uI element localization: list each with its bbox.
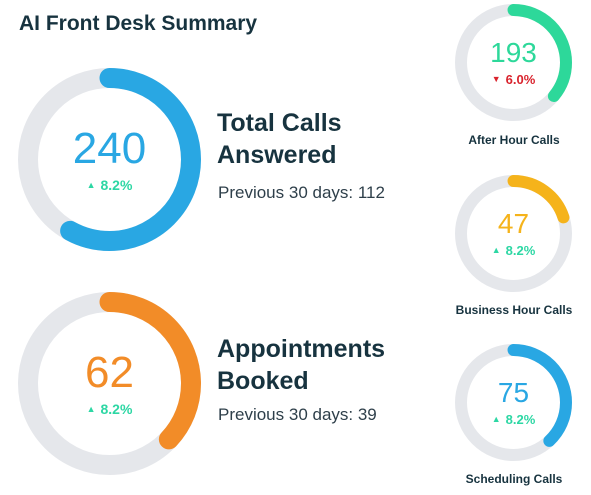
- ring-svg: [455, 344, 572, 461]
- ring-progress-arc: [455, 4, 572, 121]
- ring-progress-arc: [455, 175, 572, 292]
- arrow-up-icon: ▲: [86, 179, 96, 190]
- ring-svg: [455, 175, 572, 292]
- scheduling-label: Scheduling Calls: [465, 472, 563, 486]
- appointments-change: ▲ 8.2%: [86, 400, 133, 417]
- total-calls-change: ▲ 8.2%: [86, 176, 133, 193]
- business-hour-card: 47 ▲ 8.2%: [455, 175, 572, 292]
- arrow-up-icon: ▲: [491, 245, 501, 255]
- after-hour-change: ▼ 6.0%: [491, 71, 536, 87]
- after-hour-card: 193 ▼ 6.0%: [455, 4, 572, 121]
- ring-svg: [18, 68, 201, 251]
- ring-svg: [18, 292, 201, 475]
- total-calls-title: Total Calls Answered: [217, 109, 342, 169]
- after-hour-value: 193: [490, 36, 537, 68]
- appointments-previous: Previous 30 days: 39: [218, 405, 377, 424]
- scheduling-value: 75: [497, 376, 530, 408]
- ring-progress-arc: [455, 344, 572, 461]
- total-calls-previous: Previous 30 days: 112: [218, 183, 385, 202]
- appointments-ring: [18, 292, 201, 475]
- appointments-title: Appointments Booked: [217, 335, 386, 395]
- after-hour-ring: [455, 4, 572, 121]
- after-hour-label: After Hour Calls: [468, 133, 560, 147]
- total-calls-card: 240 ▲ 8.2%: [18, 68, 201, 251]
- arrow-up-icon: ▲: [491, 414, 501, 424]
- arrow-up-icon: ▲: [86, 403, 96, 414]
- scheduling-ring: [455, 344, 572, 461]
- scheduling-card: 75 ▲ 8.2%: [455, 344, 572, 461]
- page-title: AI Front Desk Summary: [19, 12, 258, 35]
- total-calls-ring: [18, 68, 201, 251]
- arrow-down-icon: ▼: [491, 74, 501, 84]
- total-calls-value: 240: [72, 123, 147, 173]
- business-hour-ring: [455, 175, 572, 292]
- appointments-card: 62 ▲ 8.2%: [18, 292, 201, 475]
- ring-svg: [455, 4, 572, 121]
- ring-progress-arc: [18, 68, 201, 251]
- scheduling-change: ▲ 8.2%: [491, 411, 536, 427]
- business-hour-value: 47: [497, 207, 530, 239]
- ring-progress-arc: [18, 292, 201, 475]
- business-hour-label: Business Hour Calls: [455, 303, 573, 317]
- business-hour-change: ▲ 8.2%: [491, 242, 536, 258]
- appointments-value: 62: [85, 347, 134, 397]
